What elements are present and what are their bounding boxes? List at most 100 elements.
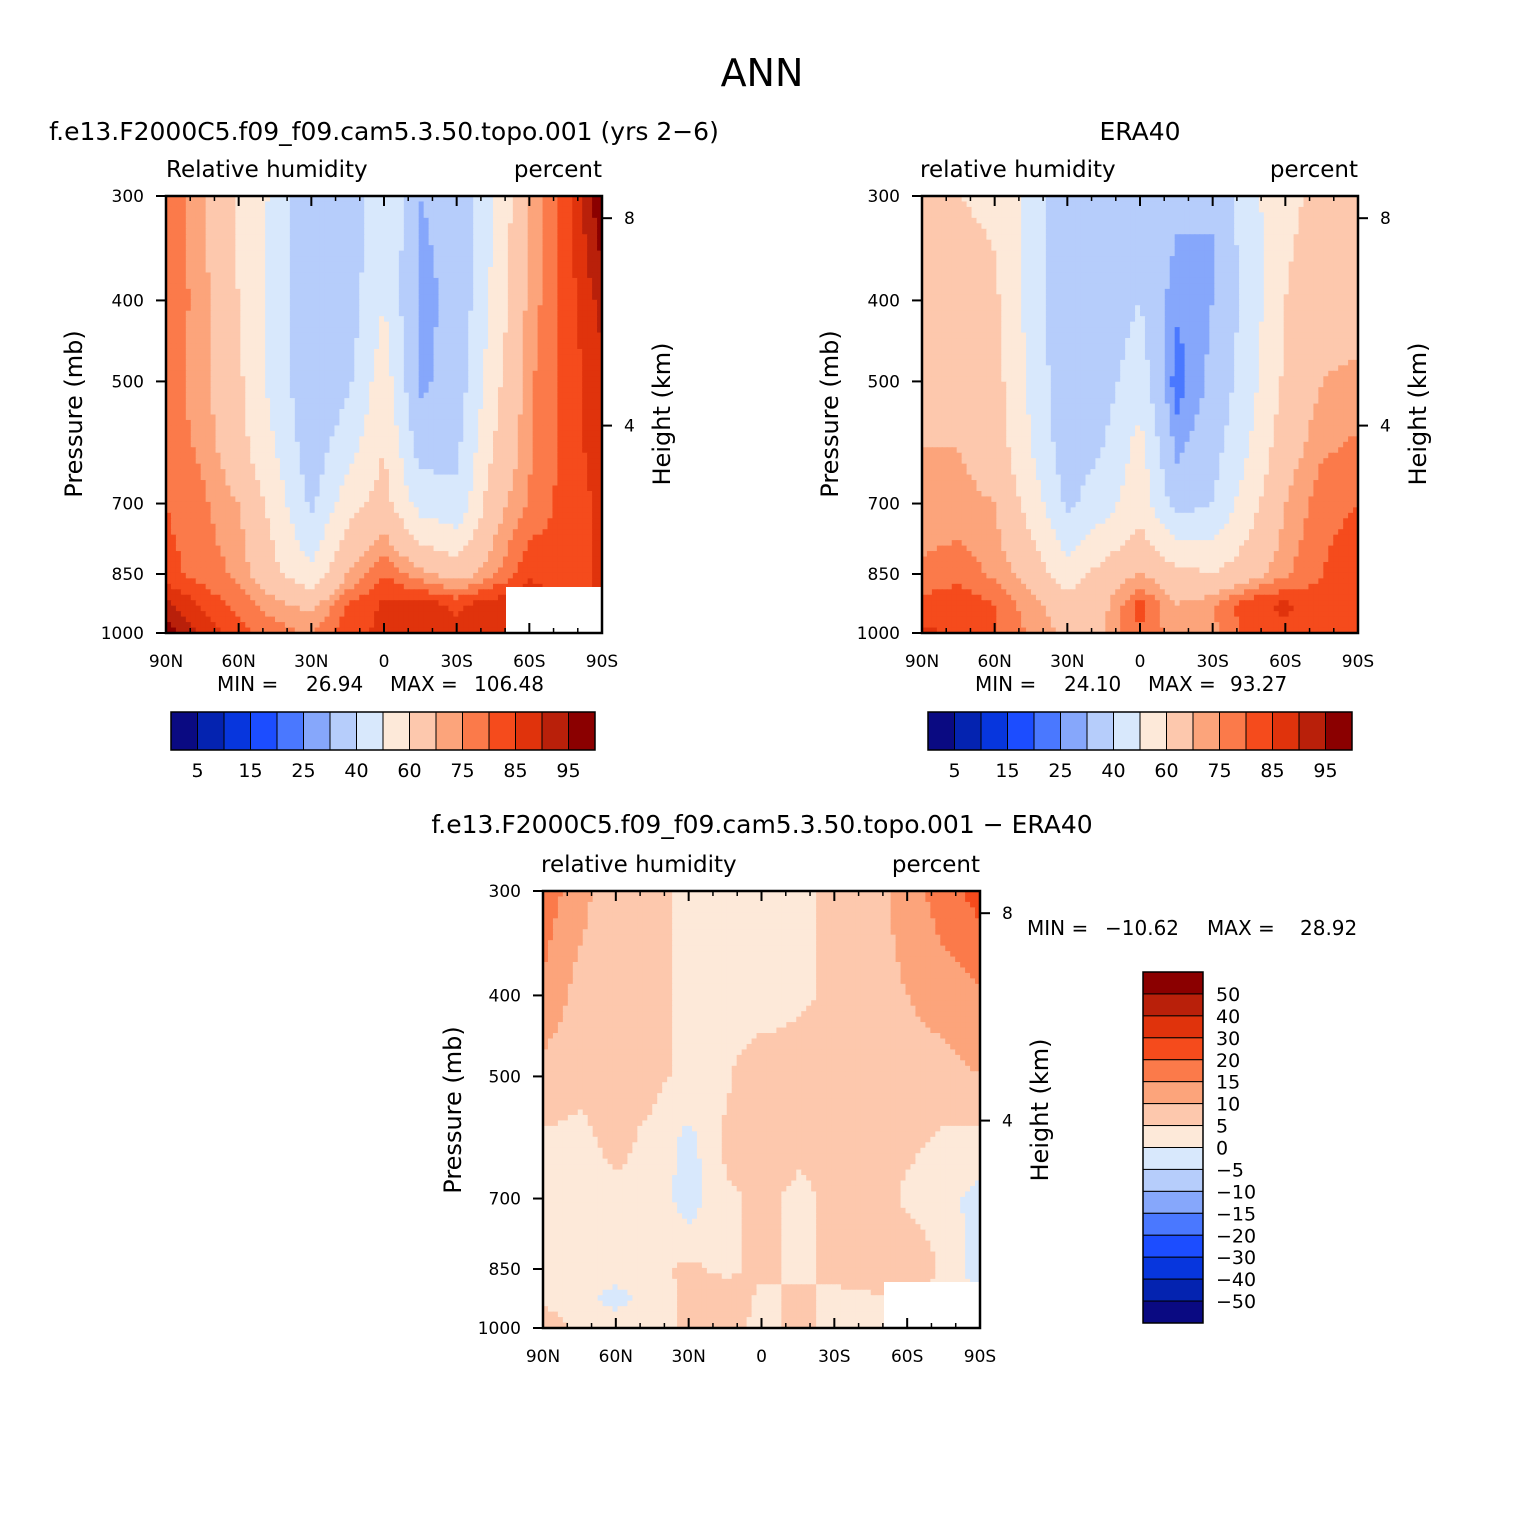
field-cell	[205, 327, 212, 334]
field-cell	[369, 365, 375, 372]
field-cell	[403, 299, 410, 307]
field-cell	[379, 338, 385, 345]
field-cell	[577, 436, 583, 443]
field-cell	[275, 409, 281, 416]
field-cell	[453, 403, 460, 410]
field-cell	[319, 321, 326, 328]
field-cell	[215, 261, 222, 268]
field-cell	[314, 343, 321, 350]
field-cell	[334, 305, 341, 312]
field-cell	[393, 354, 400, 361]
field-cell	[587, 321, 593, 328]
field-cell	[185, 419, 192, 427]
field-cell	[374, 327, 380, 334]
field-cell	[200, 228, 207, 236]
field-cell	[507, 458, 514, 465]
field-cell	[225, 474, 232, 481]
field-cell	[443, 245, 450, 252]
field-cell	[329, 321, 336, 328]
field-cell	[220, 447, 227, 454]
field-cell	[374, 430, 380, 438]
field-cell	[175, 283, 182, 290]
field-cell	[567, 206, 574, 214]
field-cell	[572, 234, 579, 241]
field-cell	[215, 310, 222, 317]
field-cell	[255, 359, 261, 367]
field-cell	[587, 343, 593, 350]
field-cell	[557, 387, 564, 394]
field-cell	[413, 452, 420, 459]
field-cell	[552, 452, 559, 459]
field-cell	[220, 316, 227, 323]
field-cell	[304, 234, 311, 241]
field-cell	[205, 294, 212, 301]
field-cell	[344, 419, 351, 427]
field-cell	[468, 223, 474, 230]
field-cell	[215, 348, 222, 356]
field-cell	[319, 469, 326, 476]
field-cell	[245, 332, 252, 339]
field-cell	[448, 425, 455, 432]
field-cell	[473, 452, 479, 459]
field-cell	[359, 338, 365, 345]
field-cell	[384, 321, 390, 328]
field-cell	[379, 261, 385, 268]
field-cell	[349, 277, 356, 285]
field-cell	[478, 370, 484, 378]
field-cell	[275, 365, 281, 372]
field-cell	[175, 327, 182, 334]
field-cell	[324, 294, 331, 301]
field-cell	[210, 403, 217, 410]
field-cell	[502, 343, 509, 350]
field-cell	[428, 332, 435, 339]
field-cell	[304, 272, 311, 279]
field-cell	[379, 250, 385, 257]
field-cell	[235, 409, 242, 416]
field-cell	[369, 338, 375, 345]
field-cell	[418, 206, 425, 214]
field-cell	[200, 256, 207, 263]
field-cell	[384, 419, 390, 427]
field-cell	[418, 485, 425, 492]
field-cell	[512, 425, 519, 432]
field-cell	[304, 310, 311, 317]
field-cell	[448, 447, 455, 454]
field-cell	[512, 452, 519, 459]
field-cell	[547, 403, 554, 410]
field-cell	[250, 452, 256, 459]
field-cell	[478, 392, 484, 399]
field-cell	[200, 381, 207, 388]
field-cell	[309, 365, 316, 372]
field-cell	[225, 430, 232, 438]
field-cell	[279, 474, 286, 481]
field-cell	[215, 403, 222, 410]
field-cell	[374, 496, 380, 503]
field-cell	[562, 299, 569, 307]
field-cell	[567, 310, 574, 317]
field-cell	[270, 327, 276, 334]
field-cell	[279, 425, 286, 432]
field-cell	[463, 501, 470, 509]
field-cell	[359, 376, 365, 383]
field-cell	[364, 267, 370, 274]
field-cell	[369, 354, 375, 361]
field-cell	[502, 414, 509, 421]
field-cell	[354, 310, 361, 317]
field-cell	[185, 474, 192, 481]
field-cell	[517, 267, 524, 274]
field-cell	[577, 272, 583, 279]
field-cell	[582, 299, 588, 307]
field-cell	[240, 463, 247, 470]
field-cell	[443, 196, 450, 203]
field-cell	[324, 485, 331, 492]
field-cell	[403, 250, 410, 257]
field-cell	[388, 332, 395, 339]
field-cell	[200, 239, 207, 246]
field-cell	[522, 463, 529, 470]
field-cell	[319, 343, 326, 350]
field-cell	[388, 490, 395, 498]
field-cell	[413, 501, 420, 509]
field-cell	[284, 299, 291, 307]
field-cell	[309, 414, 316, 421]
field-cell	[532, 425, 539, 432]
